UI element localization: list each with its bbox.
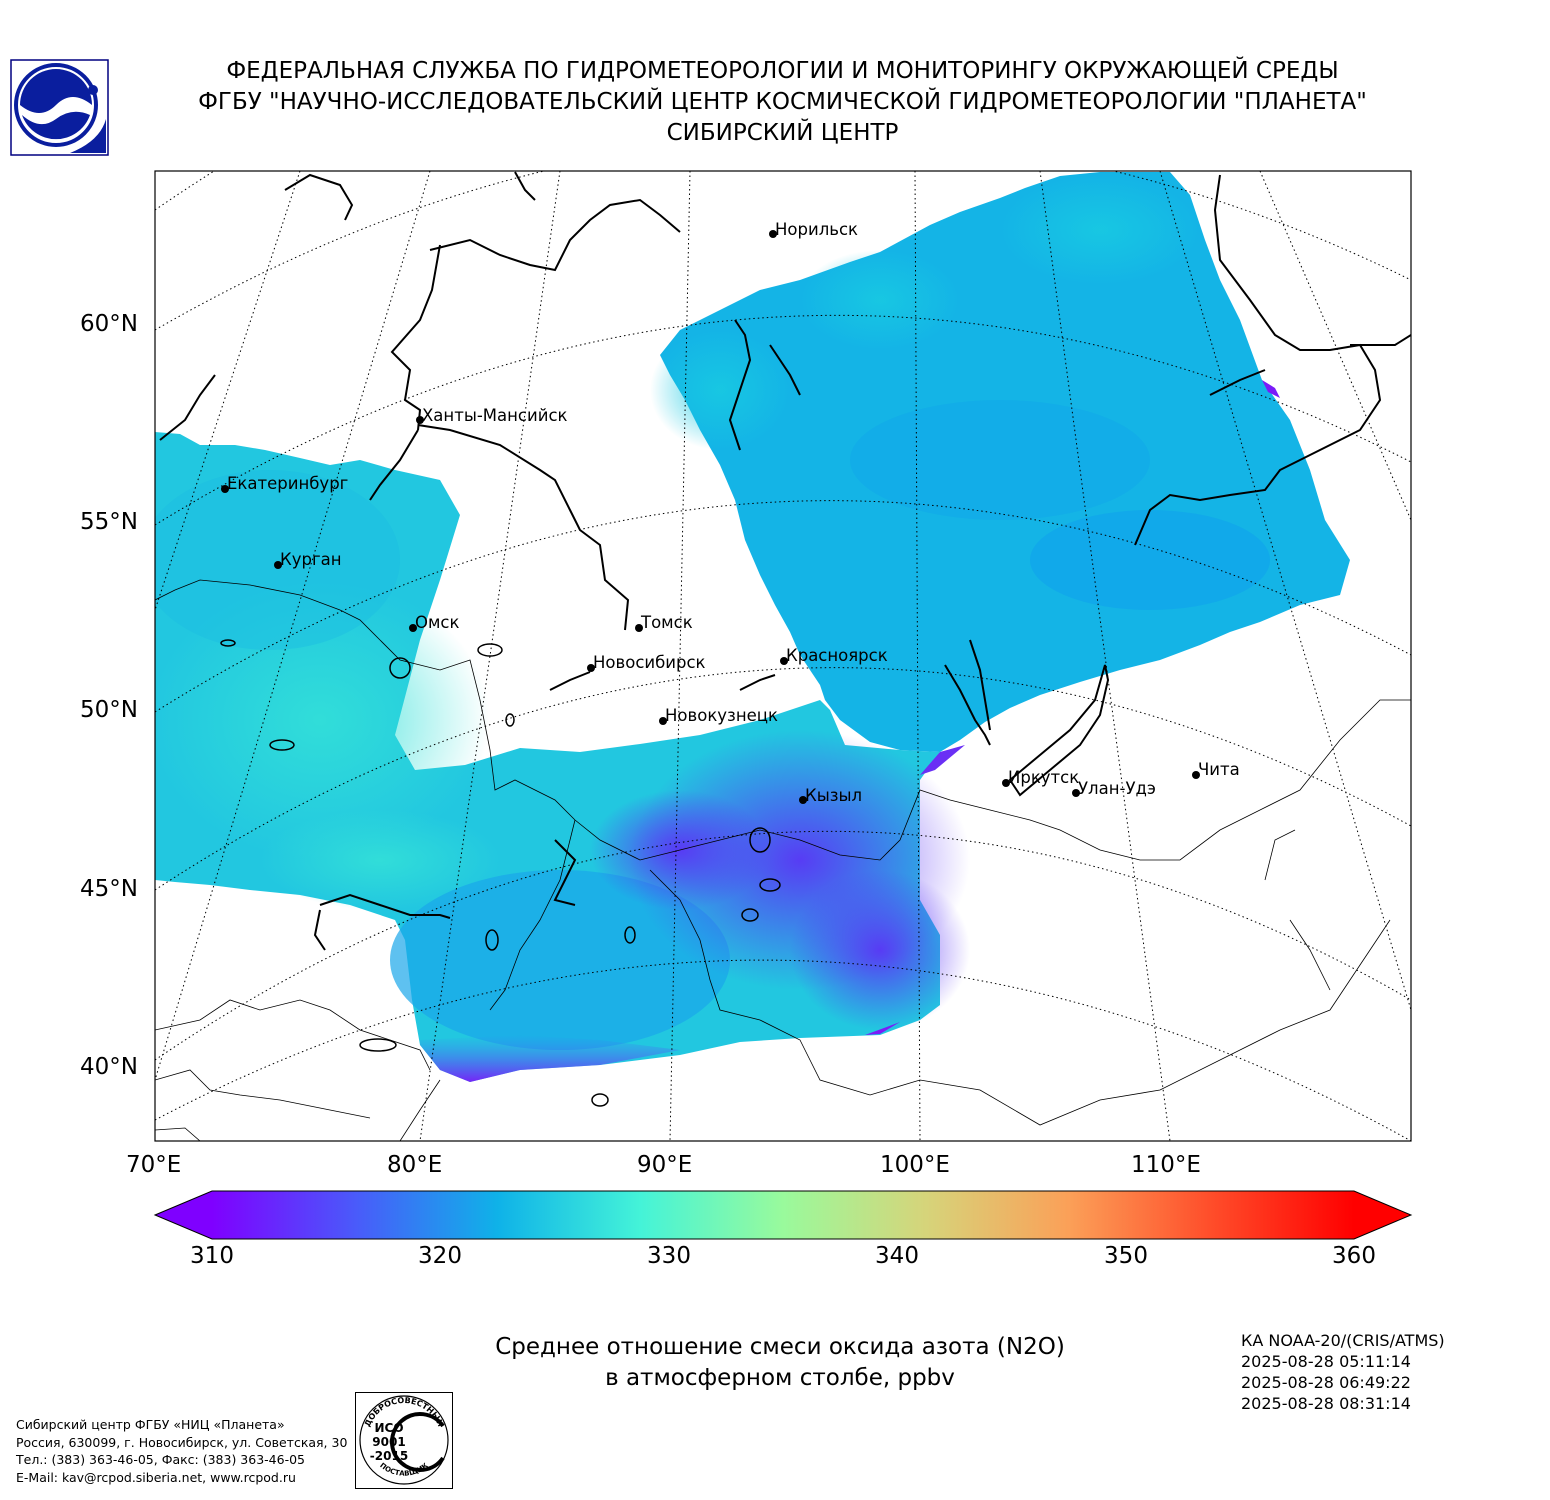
lon-label-80: 80°E <box>387 1152 443 1178</box>
colorbar <box>153 1190 1413 1240</box>
city-yekaterinburg: Екатеринбург <box>221 474 348 493</box>
satellite-info: КА NOAA-20/(CRIS/ATMS) 2025-08-28 05:11:… <box>1241 1330 1445 1414</box>
product-title-line-1: Среднее отношение смеси оксида азота (N2… <box>495 1334 1065 1360</box>
coastlines-rivers <box>159 171 1411 951</box>
pass-time-3: 2025-08-28 08:31:14 <box>1241 1394 1411 1413</box>
colorbar-tick-360: 360 <box>1332 1243 1376 1269</box>
pass-time-2: 2025-08-28 06:49:22 <box>1241 1373 1411 1392</box>
country-borders <box>155 579 1411 1141</box>
svg-text:Чита: Чита <box>1198 760 1240 779</box>
city-ulan-ude: Улан-Удэ <box>1072 779 1156 798</box>
colorbar-tick-340: 340 <box>875 1243 919 1269</box>
lon-label-90: 90°E <box>637 1152 693 1178</box>
satellite-name: КА NOAA-20/(CRIS/ATMS) <box>1241 1331 1445 1350</box>
city-kyzyl: Кызыл <box>799 786 862 805</box>
lat-label-60: 60°N <box>80 311 138 337</box>
colorbar-tick-350: 350 <box>1104 1243 1148 1269</box>
city-norilsk: Норильск <box>769 220 858 239</box>
header-line-3: СИБИРСКИЙ ЦЕНТР <box>666 120 899 146</box>
colorbar-tick-310: 310 <box>190 1243 234 1269</box>
contact-footer: Сибирский центр ФГБУ «НИЦ «Планета» Росс… <box>16 1416 347 1486</box>
city-khanty-mansiysk: Ханты-Мансийск <box>416 406 568 425</box>
colorbar-high-extend <box>1354 1191 1411 1239</box>
graticule <box>155 171 1411 1141</box>
iso-9001-badge: ДОБРОСОВЕСТНЫЙ ПОСТАВЩИК ИСО 9001 -2015 <box>355 1392 453 1489</box>
city-novokuznetsk: Новокузнецк <box>659 706 778 725</box>
colorbar-gradient <box>212 1191 1354 1239</box>
svg-text:Кызыл: Кызыл <box>805 786 862 805</box>
colorbar-low-extend <box>155 1191 212 1239</box>
footer-org: Сибирский центр ФГБУ «НИЦ «Планета» <box>16 1417 285 1432</box>
map-frame <box>154 170 1412 1142</box>
colorbar-outline <box>153 1190 1413 1240</box>
planeta-logo <box>10 59 109 156</box>
svg-text:Омск: Омск <box>415 613 460 632</box>
city-kurgan: Курган <box>274 550 342 569</box>
pass-time-1: 2025-08-28 05:11:14 <box>1241 1352 1411 1371</box>
city-omsk: Омск <box>409 613 460 632</box>
svg-text:Курган: Курган <box>280 550 342 569</box>
svg-text:9001: 9001 <box>372 1435 405 1449</box>
product-title: Среднее отношение смеси оксида азота (N2… <box>380 1332 1180 1394</box>
svg-text:Норильск: Норильск <box>775 220 858 239</box>
lat-label-50: 50°N <box>80 697 138 723</box>
svg-text:Екатеринбург: Екатеринбург <box>227 474 348 493</box>
header-line-1: ФЕДЕРАЛЬНАЯ СЛУЖБА ПО ГИДРОМЕТЕОРОЛОГИИ … <box>226 58 1339 84</box>
svg-text:Новокузнецк: Новокузнецк <box>665 706 778 725</box>
svg-text:Иркутск: Иркутск <box>1008 768 1079 787</box>
lon-label-110: 110°E <box>1131 1152 1201 1178</box>
city-krasnoyarsk: Красноярск <box>780 646 888 665</box>
footer-address: Россия, 630099, г. Новосибирск, ул. Сове… <box>16 1434 348 1450</box>
lon-label-70: 70°E <box>126 1152 182 1178</box>
city-novosibirsk: Новосибирск <box>587 653 706 672</box>
svg-text:Улан-Удэ: Улан-Удэ <box>1078 779 1156 798</box>
svg-text:Красноярск: Красноярск <box>786 646 888 665</box>
lakes <box>220 639 781 1107</box>
colorbar-tick-330: 330 <box>647 1243 691 1269</box>
footer-phone: Тел.: (383) 363-46-05, Факс: (383) 363-4… <box>16 1452 306 1467</box>
lat-label-55: 55°N <box>80 509 138 535</box>
city-tomsk: Томск <box>635 613 693 632</box>
lat-label-45: 45°N <box>80 876 138 902</box>
header: ФЕДЕРАЛЬНАЯ СЛУЖБА ПО ГИДРОМЕТЕОРОЛОГИИ … <box>150 56 1415 149</box>
city-markers: Норильск Ханты-Мансийск Екатеринбург Кур… <box>221 220 1240 805</box>
svg-text:-2015: -2015 <box>370 1449 408 1463</box>
product-title-line-2: в атмосферном столбе, ppbv <box>605 1365 955 1391</box>
svg-text:ИСО: ИСО <box>374 1421 403 1435</box>
header-line-2: ФГБУ "НАУЧНО-ИССЛЕДОВАТЕЛЬСКИЙ ЦЕНТР КОС… <box>198 89 1367 115</box>
lon-label-100: 100°E <box>880 1152 950 1178</box>
colorbar-tick-320: 320 <box>418 1243 462 1269</box>
lat-label-40: 40°N <box>80 1054 138 1080</box>
svg-text:Ханты-Мансийск: Ханты-Мансийск <box>422 406 568 425</box>
city-irkutsk: Иркутск <box>1002 768 1079 787</box>
svg-text:Новосибирск: Новосибирск <box>593 653 706 672</box>
city-chita: Чита <box>1192 760 1240 779</box>
footer-email: E-Mail: kav@rcpod.siberia.net, www.rcpod… <box>16 1469 296 1485</box>
svg-text:Томск: Томск <box>640 613 693 632</box>
